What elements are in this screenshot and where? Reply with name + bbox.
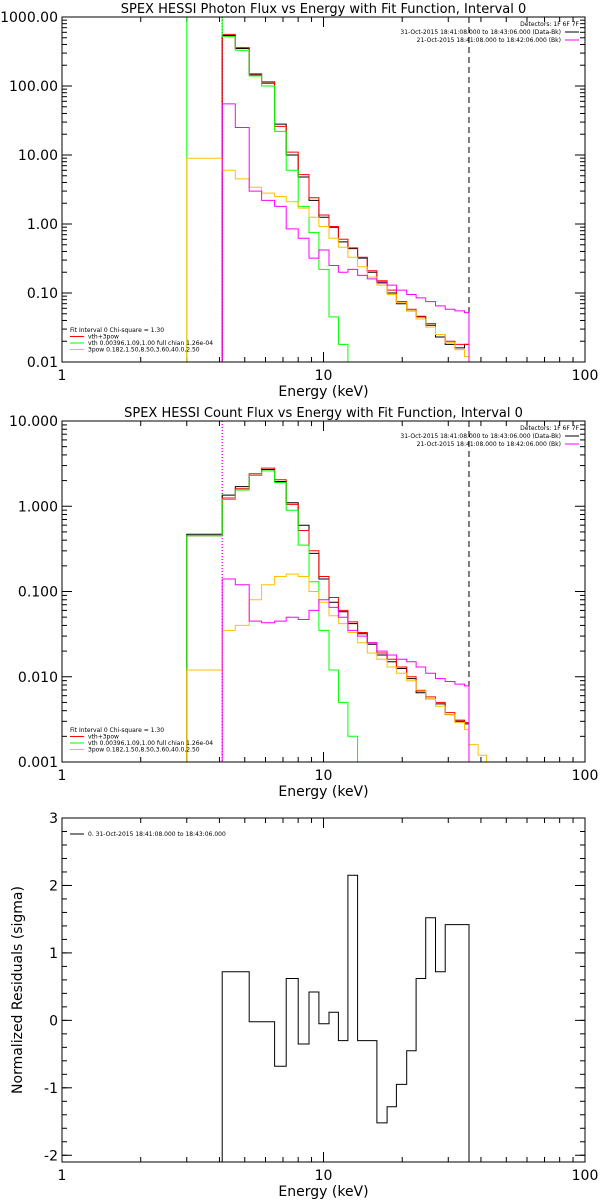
x-tick-label: 10 <box>315 368 333 384</box>
legend-entry: 0. 31-Oct-2015 18:41:08.000 to 18:43:06.… <box>88 831 226 838</box>
legend-entry: Fit Interval 0 Chi-square = 1.30 <box>70 327 164 334</box>
legend-entry: 21-Oct-2015 18:41:08.000 to 18:42:06.000… <box>417 441 561 448</box>
y-tick-label: 0.001 <box>18 755 58 771</box>
legend-entry: Detectors: 1F 6F 7F <box>520 21 579 28</box>
legend-entry: 3pow 0.182,1.50,8.50,3.60,40.0,2.50 <box>88 747 200 754</box>
x-axis-label: Energy (keV) <box>278 1184 368 1200</box>
y-axis-label: Normalized Residuals (sigma) <box>10 886 26 1094</box>
series-line-4 <box>221 103 470 362</box>
chart-panel-3: 1 10 100 -2 -1 0 1 2 3 Energy (keV) Normalized Res… <box>10 811 598 1200</box>
x-tick-label: 1 <box>58 1168 67 1184</box>
legend-entry: 21-Oct-2015 18:41:08.000 to 18:42:06.000… <box>417 37 561 44</box>
series-line-0 <box>221 874 470 1162</box>
x-tick-label: 100 <box>572 1168 599 1184</box>
plot-area <box>221 874 470 1162</box>
legend-entry: vth+3pow <box>88 334 119 341</box>
legend-entry: Fit Interval 0 Chi-square = 1.30 <box>70 727 164 734</box>
x-tick-label: 10 <box>315 768 333 784</box>
series-3pow <box>186 573 487 762</box>
series-vth+3pow <box>221 33 470 362</box>
x-tick-label: 100 <box>572 768 599 784</box>
y-tick-label: 0.01 <box>27 355 58 371</box>
plot-frame <box>61 16 586 363</box>
y-tick-label: 1.000 <box>18 499 58 515</box>
x-tick-label: 1 <box>58 768 67 784</box>
x-axis-label: Energy (keV) <box>278 784 368 800</box>
chart-panel-1: SPEX HESSI Photon Flux vs Energy with Fi… <box>0 2 599 400</box>
y-tick-label: 0.100 <box>18 585 58 601</box>
y-tick-label: 100.00 <box>9 79 58 95</box>
y-tick-label: 2 <box>49 878 58 894</box>
y-tick-label: 0.10 <box>27 286 58 302</box>
series-3pow <box>186 157 470 362</box>
x-tick-label: 10 <box>315 1168 333 1184</box>
series-vth <box>186 470 359 762</box>
legend-entry: vth+3pow <box>88 734 119 741</box>
x-axis-label: Energy (keV) <box>278 384 368 400</box>
y-tick-label: 0.010 <box>18 670 58 686</box>
y-tick-label: 0 <box>49 1013 58 1029</box>
series-vth <box>186 17 349 362</box>
series-vth+3pow <box>186 467 470 762</box>
plot-area <box>186 421 487 762</box>
y-tick-label: 1000.00 <box>0 10 58 26</box>
legend-entry: vth 0.00396,1.09,1.00 full chian 1.26e-0… <box>88 340 213 347</box>
plot-frame <box>61 420 586 763</box>
y-tick-label: 1.00 <box>27 217 58 233</box>
series-line-4 <box>221 578 470 762</box>
y-tick-label: 10.00 <box>18 148 58 164</box>
plot-frame <box>61 817 586 1163</box>
x-tick-label: 100 <box>572 368 599 384</box>
series-line-0 <box>221 35 470 362</box>
y-tick-label: -1 <box>44 1081 58 1097</box>
series-line-0 <box>186 469 470 762</box>
y-tick-label: 3 <box>49 811 58 827</box>
chart-title: SPEX HESSI Photon Flux vs Energy with Fi… <box>121 2 527 17</box>
plot-area <box>186 17 470 362</box>
y-tick-label: 1 <box>49 946 58 962</box>
legend-entry: Detectors: 1F 6F 7F <box>520 425 579 432</box>
chart-title: SPEX HESSI Count Flux vs Energy with Fit… <box>124 406 523 421</box>
x-tick-label: 1 <box>58 368 67 384</box>
y-tick-label: -2 <box>44 1148 58 1164</box>
legend-entry: 3pow 0.182,1.50,8.50,3.60,40.0,2.50 <box>88 347 200 354</box>
legend-entry: 31-Oct-2015 18:41:08.000 to 18:43:06.000… <box>400 433 561 440</box>
chart-panel-2: SPEX HESSI Count Flux vs Energy with Fit… <box>9 406 599 800</box>
legend-entry: vth 0.00396,1.09,1.00 full chian 1.26e-0… <box>88 740 213 747</box>
y-tick-label: 10.000 <box>9 414 58 430</box>
legend-entry: 31-Oct-2015 18:41:08.000 to 18:43:06.000… <box>400 29 561 36</box>
